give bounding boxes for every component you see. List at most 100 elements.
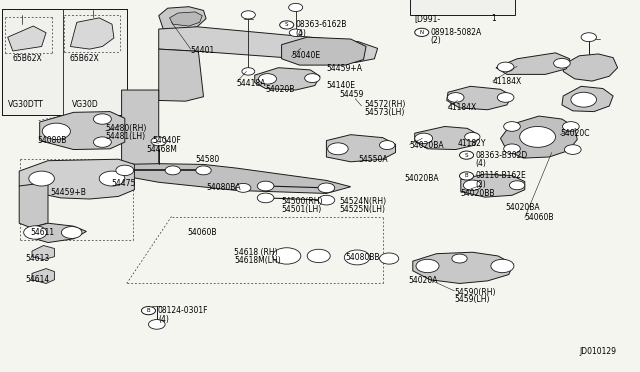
Text: 54481(LH): 54481(LH)	[106, 132, 146, 141]
Text: 08363-6162B: 08363-6162B	[296, 20, 347, 29]
Circle shape	[497, 93, 514, 102]
Polygon shape	[170, 12, 202, 26]
Circle shape	[99, 171, 125, 186]
Text: 54080BA: 54080BA	[206, 183, 241, 192]
Circle shape	[61, 227, 82, 238]
Circle shape	[93, 114, 111, 124]
Polygon shape	[19, 159, 134, 199]
Circle shape	[259, 74, 276, 84]
Circle shape	[24, 226, 47, 239]
Circle shape	[465, 132, 480, 141]
Text: B: B	[465, 173, 468, 179]
Text: 08363-B302D: 08363-B302D	[476, 151, 528, 160]
Text: S: S	[465, 153, 468, 158]
Text: 54572(RH): 54572(RH)	[365, 100, 406, 109]
Text: VG30DTT: VG30DTT	[8, 100, 44, 109]
Text: JD010129: JD010129	[579, 347, 616, 356]
Circle shape	[509, 181, 525, 190]
Circle shape	[452, 254, 467, 263]
Polygon shape	[255, 68, 320, 90]
Polygon shape	[32, 246, 54, 260]
Text: 54020A: 54020A	[408, 276, 438, 285]
Polygon shape	[8, 26, 46, 51]
Text: 54614: 54614	[26, 275, 50, 284]
Circle shape	[497, 62, 514, 72]
Circle shape	[280, 21, 294, 29]
Circle shape	[447, 93, 464, 102]
Text: 54459+B: 54459+B	[50, 188, 86, 197]
Polygon shape	[40, 112, 125, 150]
Text: 41184X: 41184X	[493, 77, 522, 86]
Polygon shape	[496, 53, 570, 74]
Polygon shape	[122, 164, 351, 193]
Text: S: S	[285, 22, 289, 28]
Polygon shape	[32, 269, 54, 283]
Text: 54140E: 54140E	[326, 81, 355, 90]
Circle shape	[273, 248, 301, 264]
Text: 54468M: 54468M	[146, 145, 177, 154]
Circle shape	[581, 33, 596, 42]
Polygon shape	[122, 90, 159, 168]
Text: 54611: 54611	[31, 228, 55, 237]
Text: N: N	[420, 30, 424, 35]
Text: 54020C: 54020C	[560, 129, 589, 138]
Text: 54525N(LH): 54525N(LH)	[339, 205, 385, 214]
Text: 54475: 54475	[111, 179, 136, 187]
Circle shape	[460, 151, 474, 159]
Circle shape	[42, 123, 70, 140]
Circle shape	[307, 249, 330, 263]
Text: 54590(RH): 54590(RH)	[454, 288, 496, 296]
Text: (4): (4)	[475, 159, 486, 168]
Circle shape	[165, 166, 180, 175]
Text: 54580: 54580	[195, 155, 220, 164]
Circle shape	[344, 250, 370, 265]
Circle shape	[571, 92, 596, 107]
Circle shape	[318, 195, 335, 205]
Circle shape	[415, 28, 429, 36]
Circle shape	[504, 144, 520, 154]
Text: B: B	[147, 308, 150, 313]
Text: 54524N(RH): 54524N(RH)	[339, 197, 387, 206]
Circle shape	[257, 193, 274, 203]
Circle shape	[328, 143, 348, 155]
Text: 08124-0301F: 08124-0301F	[157, 306, 208, 315]
Text: 5459(LH): 5459(LH)	[454, 295, 490, 304]
Text: 54418A: 54418A	[237, 79, 266, 88]
Circle shape	[416, 259, 439, 273]
Circle shape	[520, 126, 556, 147]
Circle shape	[380, 141, 395, 150]
Circle shape	[148, 320, 165, 329]
Circle shape	[116, 165, 134, 176]
Polygon shape	[562, 86, 613, 112]
Circle shape	[460, 172, 474, 180]
Text: 54459+A: 54459+A	[326, 64, 362, 73]
Polygon shape	[326, 135, 396, 162]
Text: 54550A: 54550A	[358, 155, 388, 164]
Text: 54613: 54613	[26, 254, 50, 263]
Text: 54459: 54459	[339, 90, 364, 99]
Text: 54020B: 54020B	[266, 85, 295, 94]
Text: 54500(RH): 54500(RH)	[282, 197, 323, 206]
Circle shape	[318, 183, 335, 193]
Circle shape	[29, 171, 54, 186]
Polygon shape	[31, 223, 86, 243]
Text: 54618 (RH): 54618 (RH)	[234, 248, 278, 257]
Polygon shape	[282, 37, 366, 65]
Circle shape	[257, 181, 274, 191]
Text: 08116-B162E: 08116-B162E	[476, 171, 526, 180]
Circle shape	[305, 74, 320, 83]
Text: 54060B: 54060B	[187, 228, 216, 237]
Text: 54573(LH): 54573(LH)	[365, 108, 405, 117]
Circle shape	[141, 307, 156, 315]
Text: [D991-: [D991-	[414, 14, 440, 23]
Text: 08918-5082A: 08918-5082A	[431, 28, 482, 37]
Text: 65B62X: 65B62X	[13, 54, 42, 63]
Polygon shape	[413, 252, 513, 283]
Text: 54020BA: 54020BA	[404, 174, 439, 183]
Circle shape	[151, 137, 166, 146]
Circle shape	[242, 68, 255, 75]
Text: 54020BB: 54020BB	[461, 189, 495, 198]
Text: (2): (2)	[430, 36, 441, 45]
Circle shape	[563, 122, 579, 131]
Text: VG30D: VG30D	[72, 100, 99, 109]
